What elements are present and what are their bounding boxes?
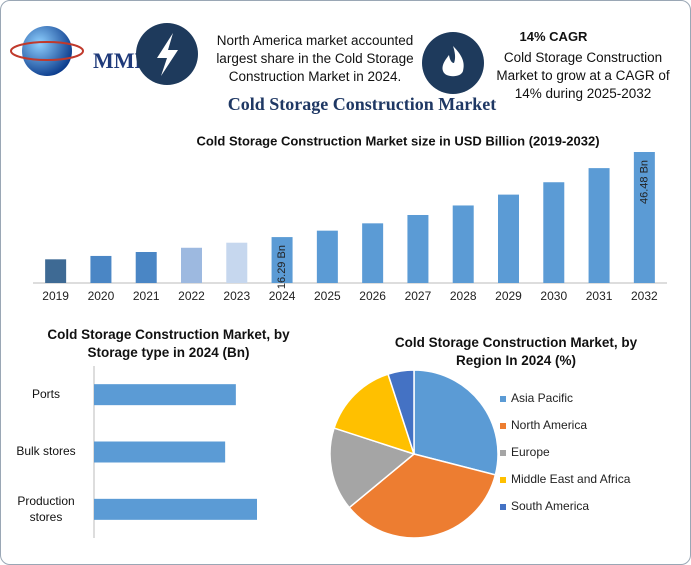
bar xyxy=(90,255,112,283)
x-tick-label: 2030 xyxy=(540,289,567,303)
x-tick-label: 2024 xyxy=(269,289,296,303)
bar xyxy=(633,152,655,283)
legend-label: Middle East and Africa xyxy=(511,472,631,486)
pie-slice xyxy=(348,453,497,539)
pie-slice xyxy=(387,369,415,455)
y-tick-label: Ports xyxy=(31,386,60,401)
bar xyxy=(452,205,474,283)
legend-label: South America xyxy=(511,499,589,513)
bar xyxy=(226,242,248,283)
hbar-title: Cold Storage Construction Market, by Sto… xyxy=(47,327,290,360)
bar xyxy=(543,182,565,283)
legend-label: North America xyxy=(511,418,587,432)
bar xyxy=(45,259,67,283)
bar xyxy=(94,384,236,406)
x-tick-label: 2029 xyxy=(495,289,522,303)
note-left: North America market accounted largest s… xyxy=(216,33,414,84)
bolt-shape xyxy=(157,33,178,76)
x-tick-label: 2032 xyxy=(631,289,658,303)
x-tick-label: 2031 xyxy=(586,289,613,303)
legend-swatch xyxy=(500,423,506,429)
value-label: 46.48 Bn xyxy=(638,160,650,204)
bar xyxy=(362,223,384,283)
main-title: Cold Storage Construction Market xyxy=(228,94,496,114)
note-right: Cold Storage Construction Market to grow… xyxy=(496,50,670,101)
bar xyxy=(271,237,293,283)
y-tick-label: Bulk stores xyxy=(16,444,76,458)
pie-title: Cold Storage Construction Market, by Reg… xyxy=(394,335,638,368)
bar xyxy=(181,247,202,283)
value-label: 16.29 Bn xyxy=(276,245,288,289)
legend-label: Asia Pacific xyxy=(511,391,573,405)
y-tick-label: Production stores xyxy=(17,494,75,525)
x-tick-label: 2020 xyxy=(88,289,115,303)
bar xyxy=(94,441,226,463)
bar xyxy=(498,194,519,283)
x-tick-label: 2022 xyxy=(178,289,205,303)
bar xyxy=(135,251,157,283)
note-right-title: 14% CAGR xyxy=(519,29,588,44)
bar xyxy=(94,498,257,520)
x-tick-label: 2019 xyxy=(42,289,69,303)
bar xyxy=(316,230,338,283)
x-tick-label: 2027 xyxy=(405,289,432,303)
x-tick-label: 2028 xyxy=(450,289,477,303)
logo-ring xyxy=(10,41,84,61)
legend-label: Europe xyxy=(511,445,550,459)
legend-swatch xyxy=(500,477,506,483)
x-tick-label: 2026 xyxy=(359,289,386,303)
legend-swatch xyxy=(500,396,506,402)
legend-swatch xyxy=(500,450,506,456)
x-tick-label: 2021 xyxy=(133,289,160,303)
legend-swatch xyxy=(500,504,506,510)
pie-slice xyxy=(413,369,499,476)
x-tick-label: 2025 xyxy=(314,289,341,303)
flame-shape xyxy=(442,46,464,77)
bar xyxy=(407,214,429,283)
bar xyxy=(588,168,610,283)
chart-title: Cold Storage Construction Market size in… xyxy=(196,133,599,148)
logo-globe xyxy=(22,26,72,76)
x-tick-label: 2023 xyxy=(223,289,250,303)
